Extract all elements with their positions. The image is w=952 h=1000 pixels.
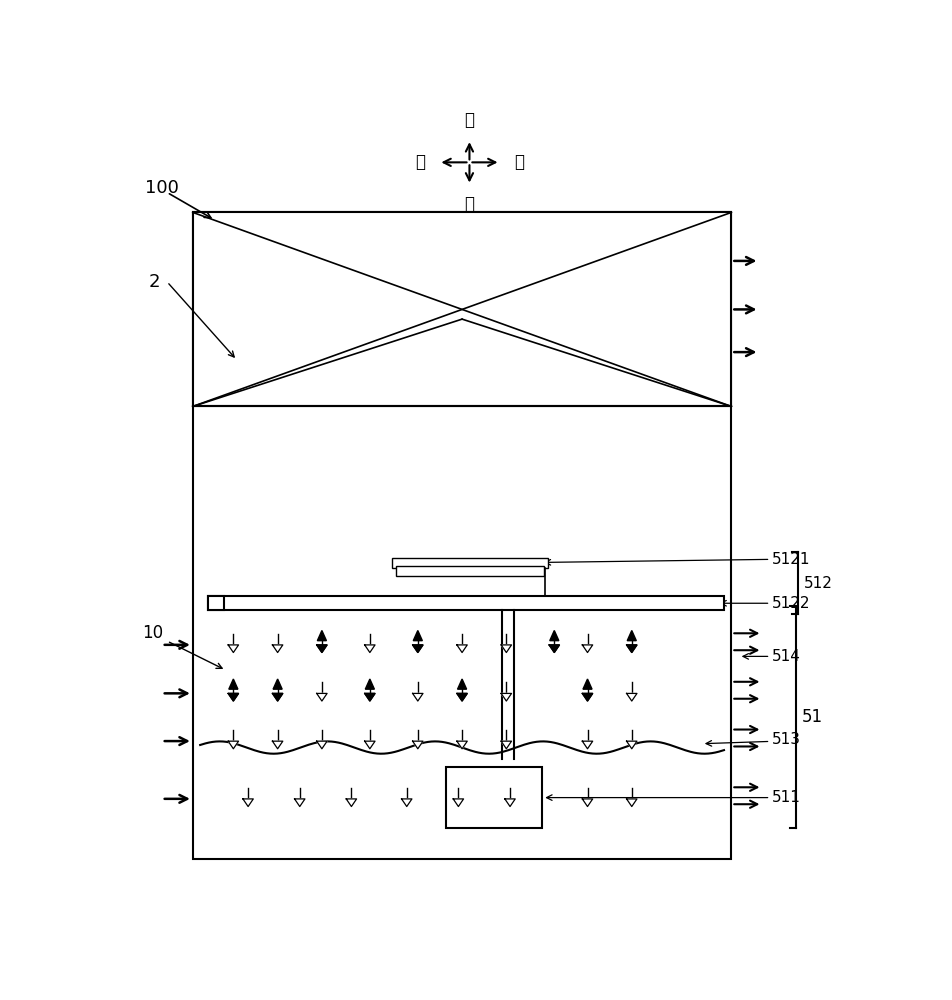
Text: 左: 左 bbox=[415, 153, 426, 171]
Polygon shape bbox=[412, 645, 423, 653]
Polygon shape bbox=[627, 631, 636, 641]
Polygon shape bbox=[412, 741, 423, 749]
Text: 514: 514 bbox=[772, 649, 801, 664]
Polygon shape bbox=[583, 799, 593, 807]
Polygon shape bbox=[501, 645, 511, 653]
Polygon shape bbox=[272, 741, 283, 749]
Text: 100: 100 bbox=[145, 179, 179, 197]
Bar bbox=[208, 596, 724, 610]
Polygon shape bbox=[583, 679, 592, 689]
Text: 512: 512 bbox=[803, 576, 833, 591]
Polygon shape bbox=[457, 741, 467, 749]
Polygon shape bbox=[501, 741, 511, 749]
Polygon shape bbox=[365, 693, 375, 701]
Polygon shape bbox=[317, 645, 327, 653]
Polygon shape bbox=[412, 693, 423, 701]
Polygon shape bbox=[272, 645, 283, 653]
Polygon shape bbox=[583, 741, 593, 749]
Polygon shape bbox=[243, 799, 253, 807]
Polygon shape bbox=[228, 645, 239, 653]
Polygon shape bbox=[626, 645, 637, 653]
Polygon shape bbox=[458, 679, 466, 689]
Polygon shape bbox=[457, 645, 467, 653]
Polygon shape bbox=[317, 741, 327, 749]
Polygon shape bbox=[317, 631, 327, 641]
Polygon shape bbox=[228, 693, 239, 701]
Bar bbox=[446, 767, 543, 828]
Polygon shape bbox=[501, 693, 511, 701]
Polygon shape bbox=[228, 679, 238, 689]
Polygon shape bbox=[626, 693, 637, 701]
Polygon shape bbox=[402, 799, 412, 807]
Text: 10: 10 bbox=[143, 624, 164, 642]
Polygon shape bbox=[413, 631, 423, 641]
Polygon shape bbox=[366, 679, 374, 689]
Bar bbox=[192, 212, 731, 406]
Text: 右: 右 bbox=[514, 153, 524, 171]
Bar bbox=[208, 596, 224, 610]
Polygon shape bbox=[549, 645, 560, 653]
Polygon shape bbox=[228, 741, 239, 749]
Text: 下: 下 bbox=[465, 195, 474, 213]
Bar bbox=[192, 212, 731, 859]
Polygon shape bbox=[549, 631, 559, 641]
Polygon shape bbox=[453, 799, 464, 807]
Polygon shape bbox=[365, 741, 375, 749]
Polygon shape bbox=[317, 693, 327, 701]
Text: 5122: 5122 bbox=[772, 596, 810, 611]
Text: 5121: 5121 bbox=[772, 552, 810, 567]
Polygon shape bbox=[294, 799, 305, 807]
Polygon shape bbox=[273, 679, 282, 689]
Polygon shape bbox=[272, 693, 283, 701]
Polygon shape bbox=[583, 693, 593, 701]
Polygon shape bbox=[505, 799, 515, 807]
Text: 51: 51 bbox=[803, 708, 823, 726]
Text: 513: 513 bbox=[772, 732, 801, 747]
Text: 2: 2 bbox=[149, 273, 160, 291]
Polygon shape bbox=[626, 799, 637, 807]
Bar bbox=[396, 566, 545, 576]
Polygon shape bbox=[457, 693, 467, 701]
Polygon shape bbox=[347, 799, 357, 807]
Bar bbox=[392, 558, 548, 568]
Text: 511: 511 bbox=[772, 790, 801, 805]
Polygon shape bbox=[365, 645, 375, 653]
Polygon shape bbox=[626, 741, 637, 749]
Polygon shape bbox=[583, 645, 593, 653]
Text: 上: 上 bbox=[465, 111, 474, 129]
